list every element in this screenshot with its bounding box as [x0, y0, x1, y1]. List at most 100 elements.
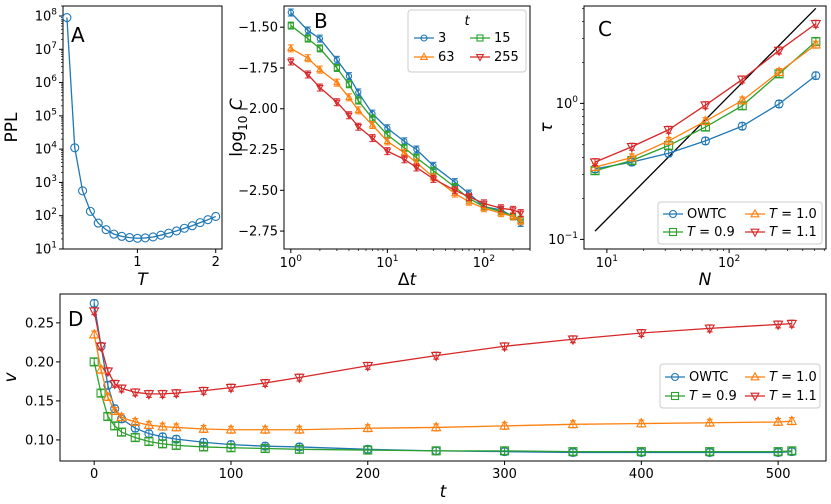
y-axis-label: PPL — [2, 112, 22, 143]
legend-label: OWTC — [687, 207, 726, 222]
data-point — [109, 405, 121, 415]
legend-label: T = 1.0 — [769, 370, 817, 385]
data-point — [95, 342, 107, 353]
data-point — [287, 9, 294, 16]
data-point — [737, 121, 747, 131]
legend-label: 15 — [494, 31, 511, 46]
series-255 — [287, 57, 525, 218]
data-point — [102, 391, 114, 401]
series-line — [290, 60, 521, 214]
data-point — [144, 436, 154, 447]
x-axis-label: T — [137, 270, 149, 290]
data-point — [480, 203, 488, 211]
data-point — [774, 99, 784, 109]
y-tick-label: 103 — [35, 174, 57, 191]
y-tick-label: 0.10 — [25, 433, 54, 448]
data-point — [451, 189, 459, 197]
data-point — [430, 351, 442, 362]
data-point — [355, 89, 362, 96]
data-point — [316, 84, 324, 92]
data-point — [259, 379, 271, 389]
y-tick-label: −1.75 — [238, 61, 278, 76]
legend-label: T = 0.9 — [687, 225, 735, 240]
data-point — [480, 200, 488, 208]
data-point — [516, 210, 525, 218]
data-point — [567, 418, 579, 429]
legend-label: T = 1.1 — [769, 389, 817, 404]
data-point — [170, 421, 182, 432]
data-point — [786, 319, 798, 330]
panel-A: 1 2 101 102 103 104 105 106 107 108 A T PPL — [2, 5, 223, 290]
x-tick-label: 101 — [376, 254, 398, 271]
legend-marker — [668, 227, 678, 237]
data-point — [287, 58, 295, 66]
data-point — [509, 207, 517, 215]
data-point — [198, 387, 209, 397]
data-point — [130, 433, 140, 443]
legend: t 3 63 15 255 — [407, 9, 527, 73]
legend-marker — [670, 372, 680, 382]
data-point — [383, 148, 392, 156]
series-t-1-0 — [589, 38, 822, 172]
panel-letter: B — [314, 9, 328, 33]
y-tick-label: 106 — [35, 74, 58, 91]
data-point — [567, 335, 579, 346]
data-point — [157, 420, 168, 431]
y-axis-label: τ — [537, 122, 557, 133]
y-tick-label: 102 — [35, 207, 57, 224]
data-point — [304, 35, 311, 42]
data-point — [354, 106, 363, 114]
data-point — [465, 194, 473, 202]
data-point — [354, 124, 363, 131]
y-tick-label: 100 — [556, 95, 579, 112]
data-point — [102, 367, 114, 378]
data-point — [497, 208, 505, 216]
legend: OWTC T = 0.9 T = 1.0 T = 1.1 — [659, 363, 821, 409]
data-point — [110, 421, 120, 431]
data-point — [294, 423, 305, 434]
data-point — [626, 151, 638, 162]
legend-marker — [750, 371, 760, 381]
panel-letter: C — [598, 17, 612, 41]
data-point — [700, 101, 711, 112]
data-point — [129, 416, 141, 426]
series-t-1-0 — [88, 328, 798, 434]
data-point — [287, 22, 294, 29]
y-tick-label: 0.15 — [25, 394, 54, 409]
data-point — [568, 447, 578, 457]
y-tick-label: 0.20 — [25, 355, 54, 370]
data-point — [413, 146, 420, 153]
data-point — [810, 20, 822, 30]
legend-label: T = 1.1 — [769, 225, 817, 240]
series-t-0-9 — [89, 357, 797, 457]
data-point — [431, 446, 441, 456]
legend-marker — [670, 391, 680, 401]
y-tick-label: 108 — [35, 8, 58, 25]
data-point — [89, 357, 99, 367]
data-point — [368, 120, 377, 128]
data-point — [811, 71, 821, 81]
data-point — [736, 75, 748, 86]
y-tick-label: −2.00 — [238, 102, 278, 117]
x-tick-label: 101 — [596, 254, 618, 271]
data-point — [400, 156, 409, 164]
data-point — [304, 27, 311, 34]
y-axis-label: v — [1, 372, 21, 383]
axes-frame — [583, 5, 827, 250]
data-point — [636, 417, 647, 428]
data-point — [116, 411, 127, 422]
series-line — [66, 17, 216, 239]
data-point — [88, 328, 100, 339]
panel-letter: A — [71, 23, 85, 47]
data-point — [225, 423, 237, 434]
y-tick-label: 107 — [35, 41, 57, 58]
panel-letter: D — [68, 307, 83, 331]
data-point — [355, 97, 362, 104]
legend-marker — [475, 54, 485, 62]
data-point — [109, 379, 121, 390]
data-point — [773, 66, 785, 76]
legend-box — [659, 363, 821, 409]
data-point — [158, 439, 168, 449]
data-point — [363, 445, 373, 455]
